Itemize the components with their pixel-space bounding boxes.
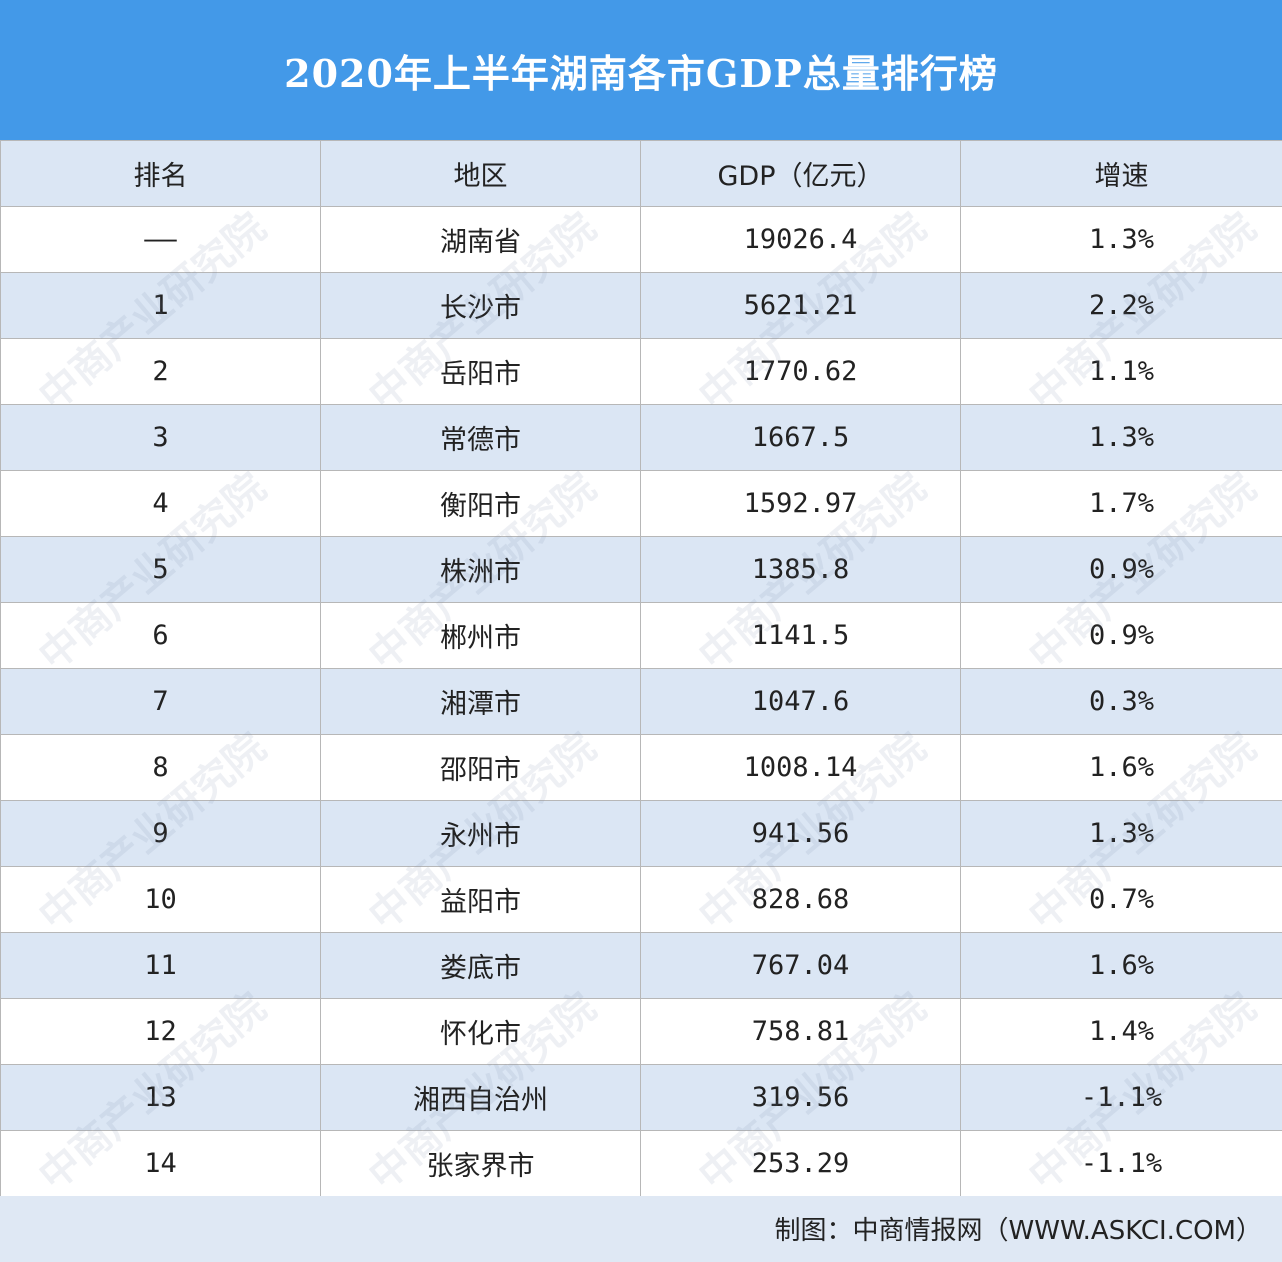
cell-growth: 1.6% [960,734,1282,801]
cell-growth: 1.3% [960,800,1282,867]
cell-region: 郴州市 [320,602,641,669]
table-row: 2 岳阳市 1770.62 1.1% [0,338,1282,405]
cell-gdp: 1667.5 [640,404,961,471]
cell-region: 张家界市 [320,1130,641,1197]
table-row: 7 湘潭市 1047.6 0.3% [0,668,1282,735]
cell-region: 益阳市 [320,866,641,933]
cell-gdp: 5621.21 [640,272,961,339]
cell-region: 娄底市 [320,932,641,999]
cell-region: 衡阳市 [320,470,641,537]
table-row: 6 郴州市 1141.5 0.9% [0,602,1282,669]
cell-rank: 2 [0,338,321,405]
table-row: 11 娄底市 767.04 1.6% [0,932,1282,999]
cell-rank: 11 [0,932,321,999]
cell-growth: -1.1% [960,1130,1282,1197]
cell-region: 株洲市 [320,536,641,603]
cell-rank: 5 [0,536,321,603]
cell-rank: 10 [0,866,321,933]
cell-gdp: 253.29 [640,1130,961,1197]
table-row: 4 衡阳市 1592.97 1.7% [0,470,1282,537]
cell-gdp: 1770.62 [640,338,961,405]
table-row: 3 常德市 1667.5 1.3% [0,404,1282,471]
cell-gdp: 1141.5 [640,602,961,669]
cell-rank: 8 [0,734,321,801]
cell-growth: 0.9% [960,536,1282,603]
page-title: 2020年上半年湖南各市GDP总量排行榜 [284,50,998,96]
title-bar: 2020年上半年湖南各市GDP总量排行榜 [0,0,1282,140]
cell-growth: 1.1% [960,338,1282,405]
cell-growth: 1.4% [960,998,1282,1065]
cell-rank: 1 [0,272,321,339]
cell-region: 永州市 [320,800,641,867]
table-row: —— 湖南省 19026.4 1.3% [0,206,1282,273]
cell-rank: 13 [0,1064,321,1131]
table-row: 10 益阳市 828.68 0.7% [0,866,1282,933]
cell-region: 湘潭市 [320,668,641,735]
table-row: 1 长沙市 5621.21 2.2% [0,272,1282,339]
cell-growth: 1.7% [960,470,1282,537]
cell-growth: -1.1% [960,1064,1282,1131]
source-credit: 制图：中商情报网（WWW.ASKCI.COM） [774,1216,1262,1246]
cell-growth: 0.3% [960,668,1282,735]
cell-rank: 4 [0,470,321,537]
table-row: 9 永州市 941.56 1.3% [0,800,1282,867]
cell-region: 邵阳市 [320,734,641,801]
cell-growth: 1.3% [960,206,1282,273]
cell-region: 湘西自治州 [320,1064,641,1131]
cell-rank: 6 [0,602,321,669]
cell-rank: 14 [0,1130,321,1197]
header-gdp: GDP（亿元） [640,140,961,207]
table-row: 14 张家界市 253.29 -1.1% [0,1130,1282,1197]
cell-growth: 0.9% [960,602,1282,669]
cell-region: 岳阳市 [320,338,641,405]
gdp-ranking-table: 排名 地区 GDP（亿元） 增速 —— 湖南省 19026.4 1.3% 1 长沙市 562… [0,140,1282,1197]
cell-growth: 2.2% [960,272,1282,339]
cell-region: 长沙市 [320,272,641,339]
table-row: 5 株洲市 1385.8 0.9% [0,536,1282,603]
cell-gdp: 941.56 [640,800,961,867]
header-growth: 增速 [960,140,1282,207]
cell-rank: 9 [0,800,321,867]
table-row: 12 怀化市 758.81 1.4% [0,998,1282,1065]
header-region: 地区 [320,140,641,207]
cell-gdp: 828.68 [640,866,961,933]
table-row: 8 邵阳市 1008.14 1.6% [0,734,1282,801]
cell-gdp: 758.81 [640,998,961,1065]
header-rank: 排名 [0,140,321,207]
cell-gdp: 1592.97 [640,470,961,537]
cell-rank: —— [0,206,321,273]
cell-region: 湖南省 [320,206,641,273]
cell-region: 怀化市 [320,998,641,1065]
cell-rank: 7 [0,668,321,735]
cell-growth: 0.7% [960,866,1282,933]
cell-gdp: 319.56 [640,1064,961,1131]
cell-gdp: 19026.4 [640,206,961,273]
cell-rank: 12 [0,998,321,1065]
table-row: 13 湘西自治州 319.56 -1.1% [0,1064,1282,1131]
cell-growth: 1.6% [960,932,1282,999]
cell-gdp: 1385.8 [640,536,961,603]
footer: 制图：中商情报网（WWW.ASKCI.COM） [0,1196,1282,1262]
cell-growth: 1.3% [960,404,1282,471]
cell-region: 常德市 [320,404,641,471]
cell-gdp: 767.04 [640,932,961,999]
table-header-row: 排名 地区 GDP（亿元） 增速 [0,140,1282,207]
cell-rank: 3 [0,404,321,471]
cell-gdp: 1047.6 [640,668,961,735]
cell-gdp: 1008.14 [640,734,961,801]
